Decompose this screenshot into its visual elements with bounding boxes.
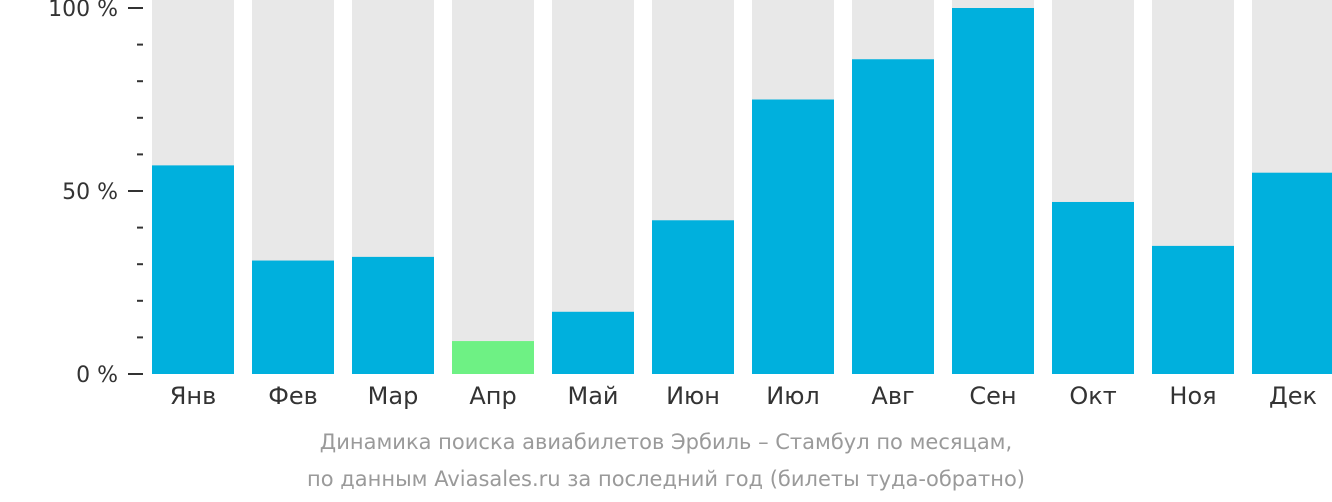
bar (652, 220, 734, 374)
bar (252, 260, 334, 374)
bar (352, 256, 434, 374)
bar (552, 311, 634, 374)
x-tick-label: Янв (170, 382, 217, 410)
bar (1252, 172, 1332, 374)
bar (452, 341, 534, 374)
x-tick-label: Окт (1069, 382, 1116, 410)
bar (1152, 245, 1234, 374)
x-tick-label: Июн (666, 382, 720, 410)
bar-chart-svg: Янв Фев Мар Апр Май Июн Июл Авг Сен Окт Ноя Дек 0 % 5… (48, 0, 1332, 410)
bar (1052, 201, 1134, 374)
y-tick-label: 50 % (62, 180, 118, 205)
bar (952, 8, 1034, 374)
x-tick-label: Апр (469, 382, 516, 410)
chart-caption-line-2: по данным Aviasales.ru за последний год … (307, 467, 1025, 491)
x-tick-label: Май (567, 382, 618, 410)
bar-track (552, 0, 634, 374)
bar (752, 99, 834, 374)
x-tick-label: Дек (1269, 382, 1317, 410)
x-tick-label: Сен (969, 382, 1016, 410)
bar-track (452, 0, 534, 374)
bar (152, 165, 234, 374)
x-tick-label: Мар (368, 382, 419, 410)
chart-caption-line-1: Динамика поиска авиабилетов Эрбиль – Ста… (319, 430, 1013, 454)
x-tick-label: Июл (766, 382, 820, 410)
y-tick-label: 0 % (76, 363, 118, 388)
x-tick-label: Фев (268, 382, 318, 410)
x-tick-label: Ноя (1169, 382, 1216, 410)
y-tick-label: 100 % (48, 0, 118, 22)
x-tick-label: Авг (871, 382, 914, 410)
bar (852, 59, 934, 375)
